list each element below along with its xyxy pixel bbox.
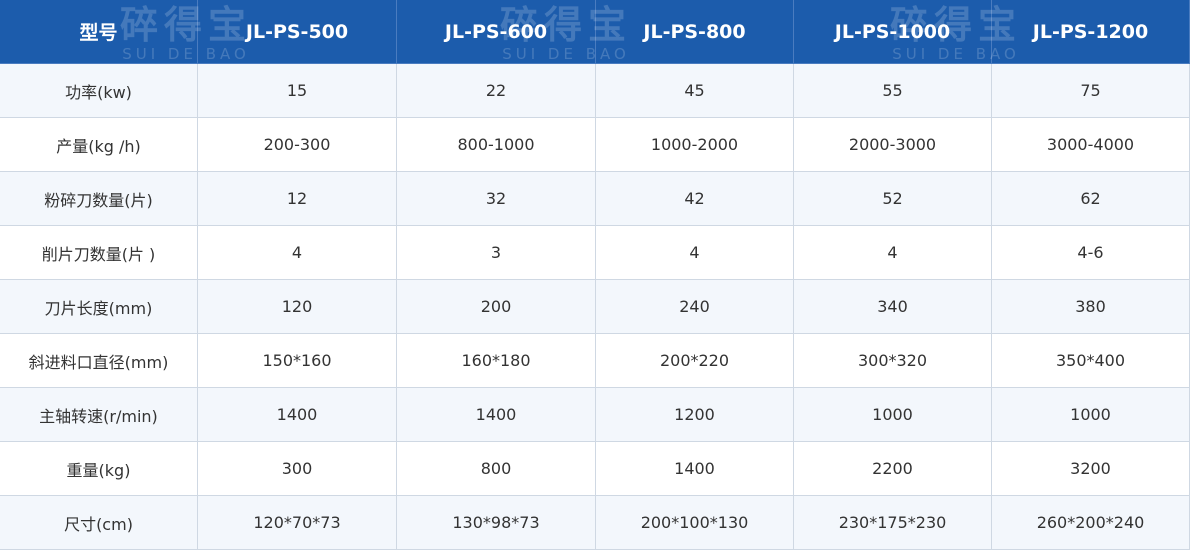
table-cell: 4 [794, 226, 992, 280]
table-cell: 160*180 [397, 334, 596, 388]
table-cell: 1000 [992, 388, 1190, 442]
table-cell: 2200 [794, 442, 992, 496]
table-cell: 62 [992, 172, 1190, 226]
table-cell: 130*98*73 [397, 496, 596, 550]
table-cell: 55 [794, 64, 992, 118]
row-label: 重量(kg) [0, 442, 198, 496]
table-cell: 3200 [992, 442, 1190, 496]
table-cell: 3 [397, 226, 596, 280]
table-cell: 1000-2000 [596, 118, 794, 172]
table-cell: 4 [198, 226, 397, 280]
header-cell: JL-PS-500 [198, 0, 397, 64]
table-cell: 4-6 [992, 226, 1190, 280]
table-cell: 45 [596, 64, 794, 118]
row-label: 尺寸(cm) [0, 496, 198, 550]
row-label: 斜进料口直径(mm) [0, 334, 198, 388]
row-label: 粉碎刀数量(片) [0, 172, 198, 226]
table-cell: 1000 [794, 388, 992, 442]
table-cell: 200*220 [596, 334, 794, 388]
table-cell: 1400 [596, 442, 794, 496]
table-cell: 1400 [198, 388, 397, 442]
table-cell: 800-1000 [397, 118, 596, 172]
header-cell: 型号 [0, 0, 198, 64]
table-cell: 380 [992, 280, 1190, 334]
table-cell: 4 [596, 226, 794, 280]
table-cell: 52 [794, 172, 992, 226]
table-cell: 200*100*130 [596, 496, 794, 550]
table-cell: 200 [397, 280, 596, 334]
table-cell: 32 [397, 172, 596, 226]
header-cell: JL-PS-800 [596, 0, 794, 64]
row-label: 主轴转速(r/min) [0, 388, 198, 442]
table-cell: 200-300 [198, 118, 397, 172]
table-cell: 12 [198, 172, 397, 226]
row-label: 刀片长度(mm) [0, 280, 198, 334]
table-cell: 75 [992, 64, 1190, 118]
table-cell: 3000-4000 [992, 118, 1190, 172]
header-cell: JL-PS-1000 [794, 0, 992, 64]
table-cell: 340 [794, 280, 992, 334]
table-cell: 150*160 [198, 334, 397, 388]
table-cell: 230*175*230 [794, 496, 992, 550]
header-cell: JL-PS-600 [397, 0, 596, 64]
table-cell: 120*70*73 [198, 496, 397, 550]
table-cell: 300*320 [794, 334, 992, 388]
table-cell: 1200 [596, 388, 794, 442]
table-cell: 1400 [397, 388, 596, 442]
row-label: 削片刀数量(片 ) [0, 226, 198, 280]
header-cell: JL-PS-1200 [992, 0, 1190, 64]
table-cell: 350*400 [992, 334, 1190, 388]
row-label: 产量(kg /h) [0, 118, 198, 172]
table-cell: 2000-3000 [794, 118, 992, 172]
table-cell: 260*200*240 [992, 496, 1190, 550]
table-cell: 42 [596, 172, 794, 226]
table-cell: 800 [397, 442, 596, 496]
table-cell: 120 [198, 280, 397, 334]
row-label: 功率(kw) [0, 64, 198, 118]
table-cell: 22 [397, 64, 596, 118]
table-cell: 15 [198, 64, 397, 118]
table-cell: 240 [596, 280, 794, 334]
table-cell: 300 [198, 442, 397, 496]
